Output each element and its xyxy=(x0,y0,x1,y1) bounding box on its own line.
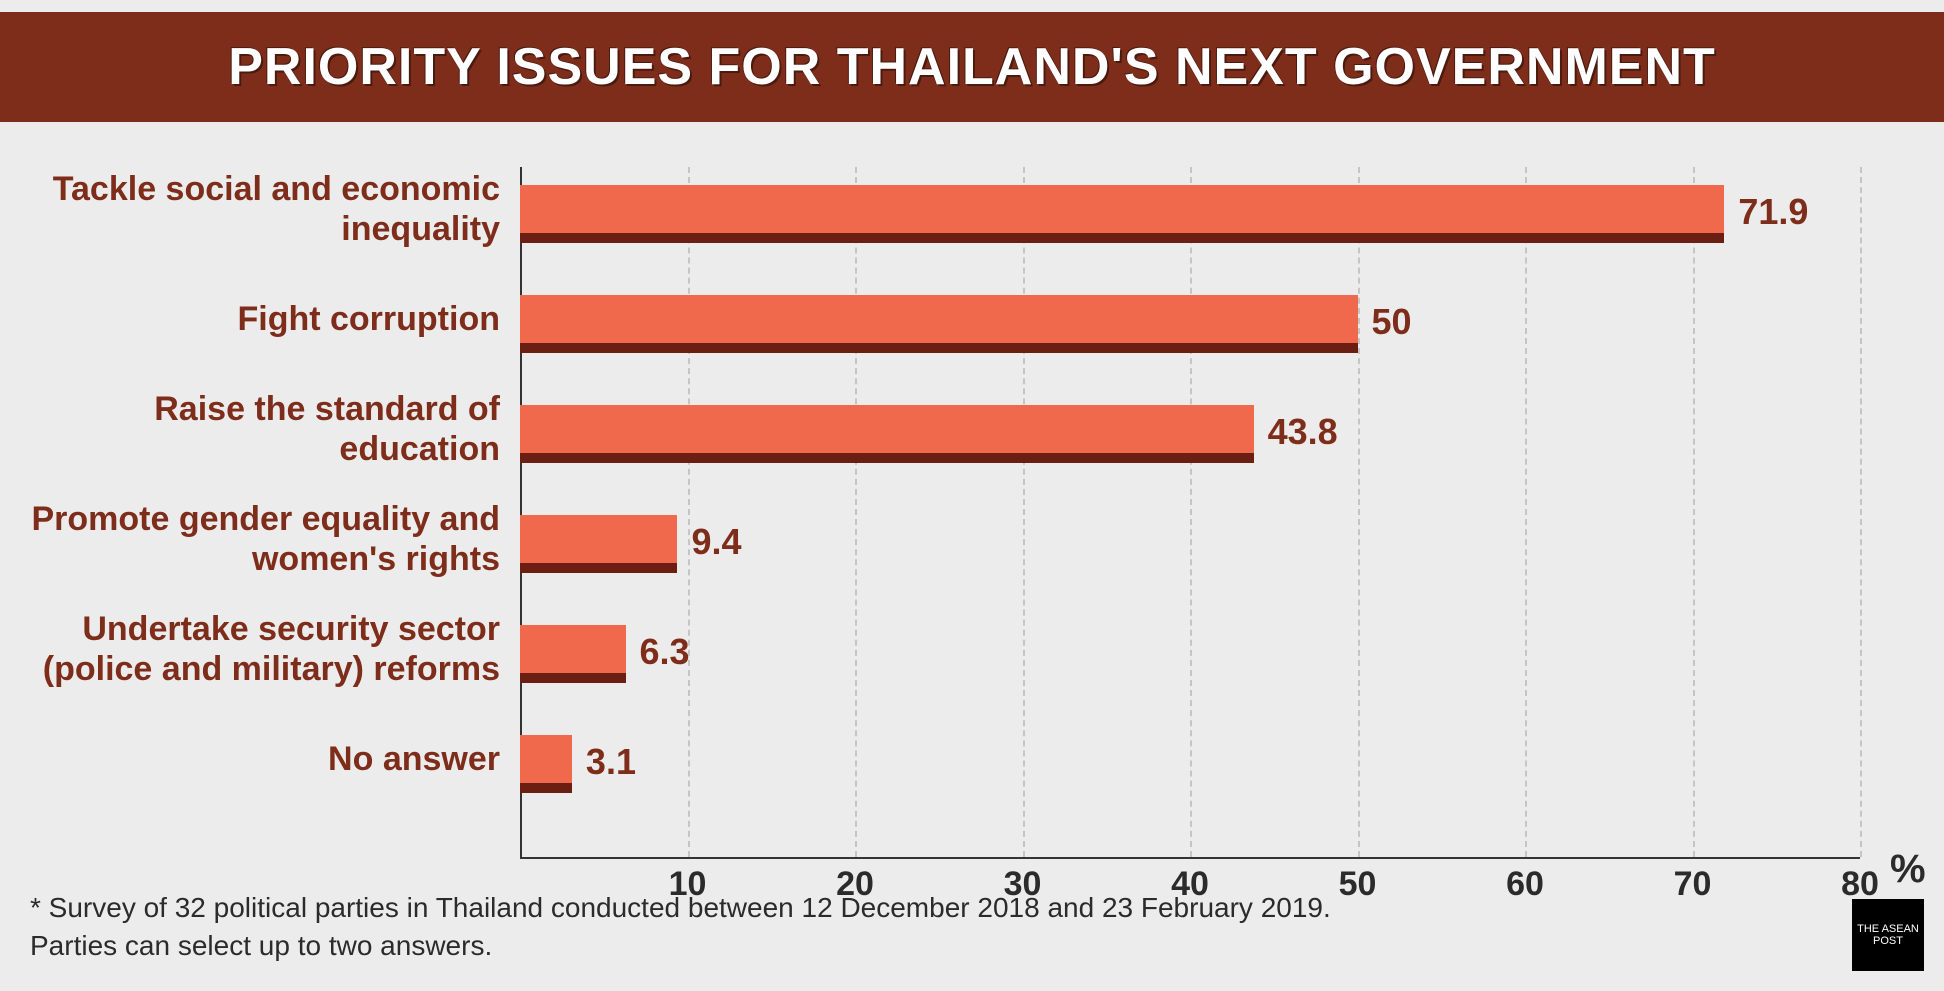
footnote-line2: Parties can select up to two answers. xyxy=(30,927,1331,965)
gridline xyxy=(688,167,690,857)
bar-row: 43.8 xyxy=(520,405,1254,461)
bar-shadow xyxy=(520,563,677,573)
gridline xyxy=(1693,167,1695,857)
x-tick-label: 60 xyxy=(1506,865,1544,904)
bar-row: 50 xyxy=(520,295,1358,351)
bar-value-label: 43.8 xyxy=(1268,411,1338,453)
x-tick-label: 40 xyxy=(1171,865,1209,904)
bar-shadow xyxy=(520,673,626,683)
bar-row: 9.4 xyxy=(520,515,677,571)
bar xyxy=(520,515,677,563)
title-band: PRIORITY ISSUES FOR THAILAND'S NEXT GOVE… xyxy=(0,12,1944,122)
x-axis-unit: % xyxy=(1890,847,1926,892)
x-tick-label: 20 xyxy=(836,865,874,904)
x-axis-line xyxy=(520,857,1860,859)
bar-row: 3.1 xyxy=(520,735,572,791)
bar xyxy=(520,735,572,783)
bar xyxy=(520,295,1358,343)
source-badge: THE ASEAN POST xyxy=(1852,899,1924,971)
category-label: No answer xyxy=(0,739,500,779)
x-tick-label: 50 xyxy=(1339,865,1377,904)
bar-value-label: 71.9 xyxy=(1738,191,1808,233)
bar-value-label: 50 xyxy=(1372,301,1412,343)
x-tick-label: 10 xyxy=(669,865,707,904)
bar-shadow xyxy=(520,783,572,793)
bar-row: 71.9 xyxy=(520,185,1724,241)
gridline xyxy=(1358,167,1360,857)
category-label: Promote gender equality and women's righ… xyxy=(0,499,500,579)
category-label: Raise the standard of education xyxy=(0,389,500,469)
x-tick-label: 80 xyxy=(1841,865,1879,904)
bar xyxy=(520,185,1724,233)
gridline xyxy=(1023,167,1025,857)
bar xyxy=(520,405,1254,453)
category-label: Undertake security sector (police and mi… xyxy=(0,609,500,689)
gridline xyxy=(1860,167,1862,857)
bar-value-label: 6.3 xyxy=(640,631,690,673)
bar-shadow xyxy=(520,233,1724,243)
x-tick-label: 30 xyxy=(1004,865,1042,904)
chart-title: PRIORITY ISSUES FOR THAILAND'S NEXT GOVE… xyxy=(228,37,1716,97)
bar-value-label: 3.1 xyxy=(586,741,636,783)
category-label: Fight corruption xyxy=(0,299,500,339)
chart-plot-area: 71.95043.89.46.33.1 % xyxy=(520,167,1860,857)
bar-row: 6.3 xyxy=(520,625,626,681)
gridline xyxy=(1525,167,1527,857)
x-tick-label: 70 xyxy=(1674,865,1712,904)
gridline xyxy=(855,167,857,857)
category-label: Tackle social and economic inequality xyxy=(0,169,500,249)
bar-shadow xyxy=(520,453,1254,463)
bar xyxy=(520,625,626,673)
gridline xyxy=(1190,167,1192,857)
bar-value-label: 9.4 xyxy=(691,521,741,563)
bar-shadow xyxy=(520,343,1358,353)
source-badge-text: THE ASEAN POST xyxy=(1852,923,1924,947)
